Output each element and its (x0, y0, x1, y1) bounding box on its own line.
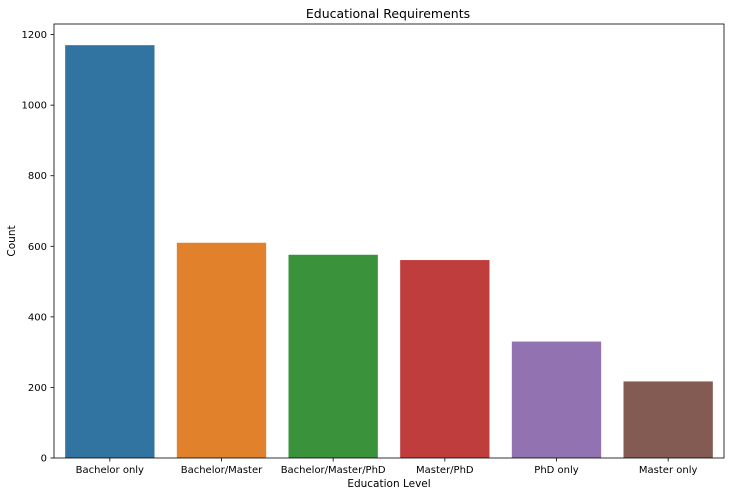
x-axis-ticks: Bachelor only Bachelor/Master Bachelor/Mas… (76, 458, 698, 476)
y-tick-label: 800 (28, 171, 47, 182)
y-tick-label: 200 (28, 383, 47, 394)
bar-master-phd (400, 260, 490, 458)
x-tick-label: Master/PhD (416, 465, 474, 476)
x-tick-label: Master only (639, 465, 698, 476)
bars-group (65, 45, 713, 459)
y-tick-label: 400 (28, 312, 47, 323)
x-tick-label: Bachelor/Master (181, 465, 263, 476)
x-tick-label: Bachelor only (76, 465, 144, 476)
y-tick-label: 0 (41, 454, 47, 465)
bar-bachelor-only (65, 45, 155, 459)
bar-master-only (623, 381, 713, 458)
bar-phd-only (511, 341, 602, 458)
x-tick-label: Bachelor/Master/PhD (281, 465, 386, 476)
y-tick-label: 1200 (22, 30, 47, 41)
bar-bachelor-master-phd (288, 254, 378, 458)
chart-title: Educational Requirements (306, 6, 470, 21)
y-axis-ticks: 0 200 400 600 800 1000 1200 (22, 30, 54, 465)
plot-frame (53, 23, 725, 459)
x-tick-label: PhD only (534, 465, 578, 476)
x-axis-label: Education Level (347, 478, 430, 490)
bar-bachelor-master (176, 242, 267, 458)
y-tick-label: 1000 (22, 101, 47, 112)
y-axis-label: Count (6, 225, 18, 256)
y-tick-label: 600 (28, 242, 47, 253)
